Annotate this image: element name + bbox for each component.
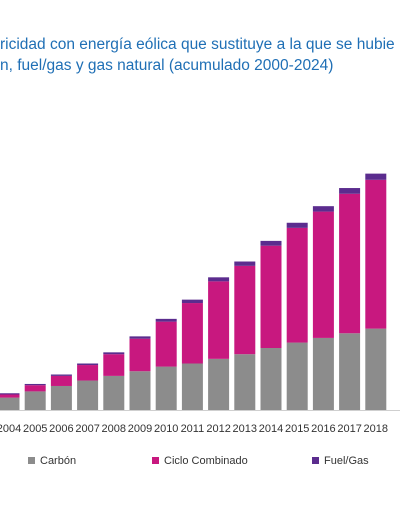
bar-fuel-gas-2017 xyxy=(339,188,361,194)
bar-ciclo-combinado-2009 xyxy=(129,338,151,372)
bar-ciclo-combinado-2005 xyxy=(24,385,46,392)
x-tick-label-2006: 2006 xyxy=(49,423,73,435)
bar-ciclo-combinado-2018 xyxy=(365,179,387,329)
bar-fuel-gas-2015 xyxy=(286,222,308,228)
bar-fuel-gas-2007 xyxy=(77,363,99,366)
x-tick-label-2012: 2012 xyxy=(206,423,230,435)
bar-ciclo-combinado-2016 xyxy=(312,211,334,338)
bar-fuel-gas-2013 xyxy=(234,261,256,266)
legend-label-carbon: Carbón xyxy=(40,455,76,467)
legend-swatch-fuel-gas xyxy=(312,457,319,464)
x-tick-label-2011: 2011 xyxy=(181,423,205,435)
legend-label-fuel-gas: Fuel/Gas xyxy=(324,455,369,467)
bar-carbon-2008 xyxy=(103,375,125,410)
bar-fuel-gas-2016 xyxy=(312,206,334,212)
bar-fuel-gas-2014 xyxy=(260,240,282,246)
bar-fuel-gas-2006 xyxy=(50,374,72,376)
x-tick-label-2005: 2005 xyxy=(23,423,47,435)
x-tick-label-2009: 2009 xyxy=(128,423,152,435)
chart-title-line-2: n, fuel/gas y gas natural (acumulado 200… xyxy=(0,57,334,74)
bar-carbon-2011 xyxy=(181,363,203,410)
x-tick-label-2016: 2016 xyxy=(311,423,335,435)
bar-ciclo-combinado-2015 xyxy=(286,227,308,343)
bar-ciclo-combinado-2004 xyxy=(0,394,20,398)
chart-title: ricidad con energía eólica que sustituye… xyxy=(0,34,400,76)
bar-fuel-gas-2009 xyxy=(129,336,151,339)
bar-carbon-2018 xyxy=(365,328,387,410)
bar-fuel-gas-2010 xyxy=(155,318,177,322)
bar-ciclo-combinado-2007 xyxy=(77,365,99,381)
bar-fuel-gas-2018 xyxy=(365,173,387,180)
chart-title-line-1: ricidad con energía eólica que sustituye… xyxy=(0,36,395,53)
legend-swatch-carbon xyxy=(28,457,35,464)
x-tick-label-2013: 2013 xyxy=(233,423,257,435)
x-tick-label-2004: 2004 xyxy=(0,423,21,435)
bar-ciclo-combinado-2011 xyxy=(181,303,203,364)
bar-carbon-2007 xyxy=(77,380,99,410)
bar-fuel-gas-2011 xyxy=(181,299,203,304)
bar-ciclo-combinado-2014 xyxy=(260,245,282,348)
bar-carbon-2012 xyxy=(208,358,230,410)
bar-ciclo-combinado-2013 xyxy=(234,265,256,355)
bar-carbon-2014 xyxy=(260,348,282,410)
bar-fuel-gas-2008 xyxy=(103,352,125,355)
x-tick-label-2017: 2017 xyxy=(337,423,361,435)
bar-carbon-2005 xyxy=(24,391,46,410)
bar-fuel-gas-2005 xyxy=(24,383,46,386)
x-tick-label-2014: 2014 xyxy=(259,423,283,435)
x-tick-label-2008: 2008 xyxy=(102,423,126,435)
legend-label-ciclo-combinado: Ciclo Combinado xyxy=(164,455,248,467)
bar-ciclo-combinado-2012 xyxy=(208,281,230,359)
legend-swatch-ciclo-combinado xyxy=(152,457,159,464)
bar-carbon-2006 xyxy=(50,385,72,410)
bar-carbon-2016 xyxy=(312,337,334,410)
bar-ciclo-combinado-2017 xyxy=(339,193,361,334)
bar-fuel-gas-2004 xyxy=(0,393,20,395)
bar-carbon-2004 xyxy=(0,397,20,410)
x-tick-label-2018: 2018 xyxy=(364,423,388,435)
bar-carbon-2010 xyxy=(155,366,177,410)
bar-ciclo-combinado-2008 xyxy=(103,354,125,376)
x-tick-label-2015: 2015 xyxy=(285,423,309,435)
x-tick-label-2007: 2007 xyxy=(75,423,99,435)
bar-carbon-2015 xyxy=(286,342,308,410)
bar-fuel-gas-2012 xyxy=(208,277,230,282)
bar-carbon-2017 xyxy=(339,333,361,410)
bar-carbon-2013 xyxy=(234,354,256,410)
bar-ciclo-combinado-2010 xyxy=(155,321,177,367)
x-tick-label-2010: 2010 xyxy=(154,423,178,435)
bar-ciclo-combinado-2006 xyxy=(50,375,72,386)
bar-carbon-2009 xyxy=(129,371,151,410)
